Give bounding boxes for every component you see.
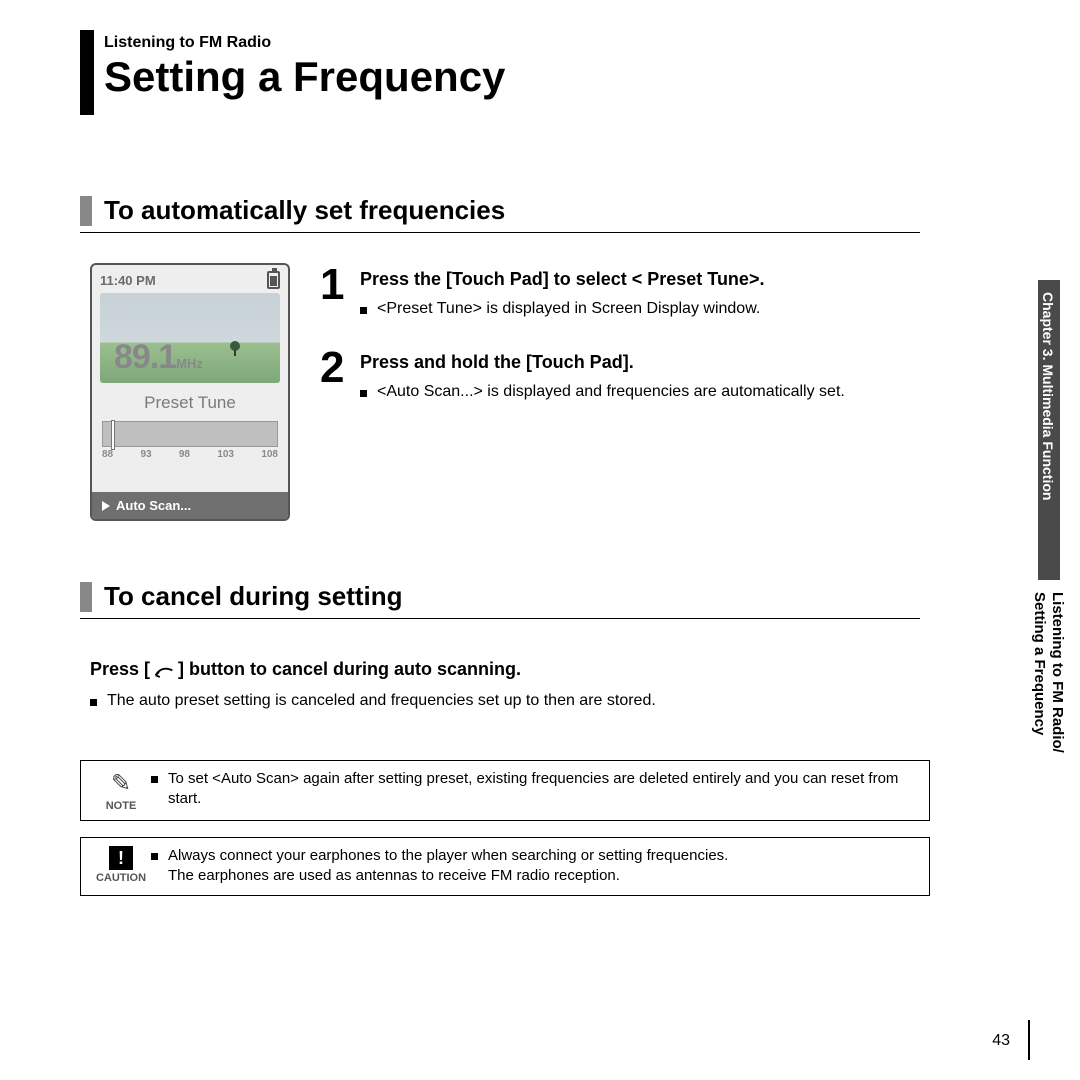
cancel-head-post: ] button to cancel during auto scanning. xyxy=(178,659,521,680)
dial-tick: 103 xyxy=(217,449,234,460)
bullet-icon xyxy=(360,307,367,314)
dial-tick: 98 xyxy=(179,449,190,460)
section-title: To automatically set frequencies xyxy=(104,195,505,226)
device-time: 11:40 PM xyxy=(100,273,156,288)
bullet-icon xyxy=(360,390,367,397)
frequency-unit: MHz xyxy=(176,356,203,371)
side-tab-chapter: Chapter 3. Multimedia Function xyxy=(1040,292,1056,500)
cancel-head-pre: Press [ xyxy=(90,659,150,680)
bullet-icon xyxy=(151,853,158,860)
step-heading: Press the [Touch Pad] to select < Preset… xyxy=(360,269,764,290)
play-icon xyxy=(102,501,110,511)
cancel-detail: The auto preset setting is canceled and … xyxy=(107,692,656,710)
page-header: Listening to FM Radio Setting a Frequenc… xyxy=(80,30,960,115)
bullet-icon xyxy=(151,776,158,783)
tree-icon xyxy=(230,341,240,351)
page-number: 43 xyxy=(992,1032,1010,1050)
step-number: 1 xyxy=(320,263,360,318)
dial-tick: 88 xyxy=(102,449,113,460)
header-accent-bar xyxy=(80,30,94,115)
frequency-dial xyxy=(102,421,278,447)
section-rule xyxy=(80,618,920,619)
caution-label: CAUTION xyxy=(91,872,151,884)
step-1: 1 Press the [Touch Pad] to select < Pres… xyxy=(320,263,960,318)
device-footer-text: Auto Scan... xyxy=(116,498,191,513)
section-accent-bar xyxy=(80,582,92,612)
cancel-heading: Press [ ] button to cancel during auto s… xyxy=(90,659,960,680)
battery-icon xyxy=(267,271,280,289)
dial-cursor xyxy=(111,420,115,450)
note-label: NOTE xyxy=(91,800,151,812)
side-tab-path1: Listening to FM Radio/ xyxy=(1049,592,1066,753)
step-number: 2 xyxy=(320,346,360,401)
section-rule xyxy=(80,232,920,233)
section-cancel: To cancel during setting xyxy=(80,581,960,612)
caution-line2: The earphones are used as antennas to re… xyxy=(168,866,728,886)
device-wallpaper: 89.1MHz xyxy=(100,293,280,383)
section-auto-set: To automatically set frequencies xyxy=(80,195,960,226)
device-screenshot: 11:40 PM 89.1MHz Preset Tune 88 93 98 10… xyxy=(90,263,290,521)
side-tab-path2: Setting a Frequency xyxy=(1031,592,1048,735)
note-callout: ✎ NOTE To set <Auto Scan> again after se… xyxy=(80,760,930,821)
page-title: Setting a Frequency xyxy=(104,54,505,100)
step-detail: <Auto Scan...> is displayed and frequenc… xyxy=(377,383,845,401)
dial-tick: 93 xyxy=(140,449,151,460)
step-2: 2 Press and hold the [Touch Pad]. <Auto … xyxy=(320,346,960,401)
side-tab: Chapter 3. Multimedia Function Listening… xyxy=(1030,280,1060,900)
note-text: To set <Auto Scan> again after setting p… xyxy=(168,769,919,810)
caution-callout: ! CAUTION Always connect your earphones … xyxy=(80,837,930,896)
step-detail: <Preset Tune> is displayed in Screen Dis… xyxy=(377,300,760,318)
section-title: To cancel during setting xyxy=(104,581,403,612)
caution-icon: ! xyxy=(109,846,133,870)
back-icon xyxy=(154,663,174,677)
breadcrumb: Listening to FM Radio xyxy=(104,34,505,52)
dial-tick: 108 xyxy=(261,449,278,460)
bullet-icon xyxy=(90,699,97,706)
frequency-value: 89.1 xyxy=(114,338,176,376)
dial-ticks: 88 93 98 103 108 xyxy=(102,449,278,460)
caution-line1: Always connect your earphones to the pla… xyxy=(168,846,728,866)
device-mode-label: Preset Tune xyxy=(92,393,288,413)
note-icon: ✎ xyxy=(91,769,151,798)
section-accent-bar xyxy=(80,196,92,226)
device-footer: Auto Scan... xyxy=(92,492,288,519)
step-heading: Press and hold the [Touch Pad]. xyxy=(360,352,845,373)
